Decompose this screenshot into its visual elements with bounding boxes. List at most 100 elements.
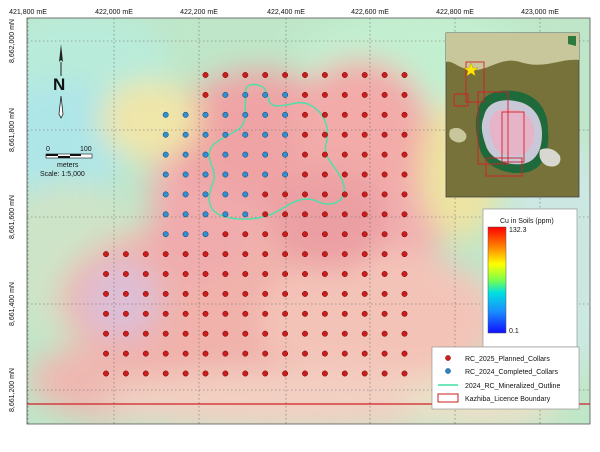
scale-start-label: 0 bbox=[46, 146, 50, 153]
planned-collar bbox=[222, 290, 229, 297]
planned-collar bbox=[401, 151, 408, 158]
planned-collar bbox=[321, 251, 328, 258]
planned-collar bbox=[361, 211, 368, 218]
completed-collar bbox=[162, 131, 169, 138]
planned-collar bbox=[341, 72, 348, 78]
planned-collar bbox=[242, 72, 249, 78]
colorbar-max-label: 132.3 bbox=[509, 227, 527, 234]
planned-collar bbox=[142, 251, 149, 258]
planned-collar bbox=[302, 350, 308, 357]
x-tick-label: 422,400 mE bbox=[267, 9, 305, 16]
completed-collar bbox=[182, 191, 189, 198]
completed-collar bbox=[242, 131, 249, 138]
planned-collar bbox=[182, 271, 189, 277]
completed-collar bbox=[282, 91, 289, 98]
planned-collar bbox=[222, 350, 229, 357]
planned-collar bbox=[381, 171, 388, 178]
planned-collar bbox=[381, 271, 388, 277]
planned-collar bbox=[242, 350, 249, 357]
legend-label-outline: 2024_RC_Mineralized_Outline bbox=[465, 383, 560, 390]
completed-collar bbox=[262, 111, 269, 118]
completed-collar bbox=[202, 231, 209, 238]
planned-collar bbox=[302, 370, 308, 377]
planned-collar bbox=[182, 310, 189, 317]
planned-collar bbox=[162, 271, 169, 277]
planned-collar bbox=[341, 310, 348, 317]
planned-collar bbox=[202, 251, 209, 258]
planned-collar bbox=[341, 271, 348, 277]
planned-collar bbox=[321, 171, 328, 178]
completed-collar bbox=[262, 151, 269, 158]
planned-collar bbox=[302, 211, 308, 218]
legend-item-completed: RC_2024_Completed_Collars bbox=[445, 368, 558, 376]
planned-collar bbox=[202, 350, 209, 357]
planned-collar bbox=[302, 271, 308, 277]
planned-collar bbox=[381, 111, 388, 118]
planned-collar bbox=[222, 310, 229, 317]
planned-collar bbox=[262, 72, 269, 78]
planned-collar bbox=[262, 231, 269, 238]
completed-collar bbox=[182, 171, 189, 178]
completed-collar bbox=[222, 171, 229, 178]
planned-collar bbox=[341, 330, 348, 337]
completed-collar bbox=[222, 151, 229, 158]
planned-collar bbox=[182, 251, 189, 258]
planned-collar bbox=[341, 290, 348, 297]
x-tick-label: 423,000 mE bbox=[521, 9, 559, 16]
completed-collar bbox=[182, 211, 189, 218]
planned-collar bbox=[162, 370, 169, 377]
completed-collar bbox=[162, 171, 169, 178]
map-legend: RC_2025_Planned_Collars RC_2024_Complete… bbox=[431, 346, 580, 410]
planned-collar bbox=[401, 231, 408, 238]
completed-collar bbox=[222, 131, 229, 138]
planned-collar bbox=[401, 91, 408, 98]
scale-bar: 0 100 meters Scale: 1:5,000 bbox=[40, 146, 93, 178]
collar-points bbox=[103, 72, 408, 377]
planned-collar bbox=[222, 231, 229, 238]
completed-collar bbox=[242, 151, 249, 158]
completed-collar bbox=[202, 171, 209, 178]
completed-collar bbox=[162, 211, 169, 218]
completed-collar bbox=[282, 151, 289, 158]
legend-label-planned: RC_2025_Planned_Collars bbox=[465, 356, 550, 363]
planned-collar bbox=[401, 211, 408, 218]
planned-collar bbox=[381, 211, 388, 218]
planned-collar bbox=[103, 310, 109, 317]
mineralized-outline bbox=[208, 83, 345, 220]
planned-collar bbox=[381, 91, 388, 98]
planned-collar bbox=[202, 330, 209, 337]
completed-collar bbox=[202, 211, 209, 218]
completed-collar bbox=[182, 151, 189, 158]
planned-collar bbox=[341, 350, 348, 357]
completed-collar bbox=[282, 171, 289, 178]
planned-collar bbox=[381, 151, 388, 158]
planned-collar bbox=[361, 151, 368, 158]
completed-collar bbox=[222, 91, 229, 98]
planned-collar bbox=[341, 171, 348, 178]
completed-collar bbox=[242, 211, 249, 218]
map-border bbox=[26, 17, 591, 425]
planned-collar bbox=[122, 350, 129, 357]
planned-collar bbox=[202, 72, 209, 78]
planned-collar bbox=[321, 191, 328, 198]
planned-collar bbox=[282, 271, 289, 277]
planned-collar bbox=[242, 251, 249, 258]
completed-collar bbox=[222, 111, 229, 118]
legend-item-licence: Kazhiba_Licence Boundary bbox=[437, 393, 551, 403]
planned-collar bbox=[162, 350, 169, 357]
planned-collar bbox=[142, 310, 149, 317]
planned-collar bbox=[361, 91, 368, 98]
north-arrow: N bbox=[53, 44, 65, 119]
completed-collar bbox=[162, 111, 169, 118]
planned-collar bbox=[401, 350, 408, 357]
x-tick-label: 421,800 mE bbox=[9, 9, 47, 16]
planned-collar bbox=[361, 350, 368, 357]
planned-collar bbox=[321, 131, 328, 138]
planned-collar bbox=[262, 310, 269, 317]
planned-collar bbox=[222, 271, 229, 277]
planned-collar bbox=[381, 370, 388, 377]
planned-collar bbox=[122, 251, 129, 258]
y-tick-label: 8,662,000 mN bbox=[9, 19, 16, 63]
planned-collar bbox=[321, 290, 328, 297]
planned-collar bbox=[142, 271, 149, 277]
